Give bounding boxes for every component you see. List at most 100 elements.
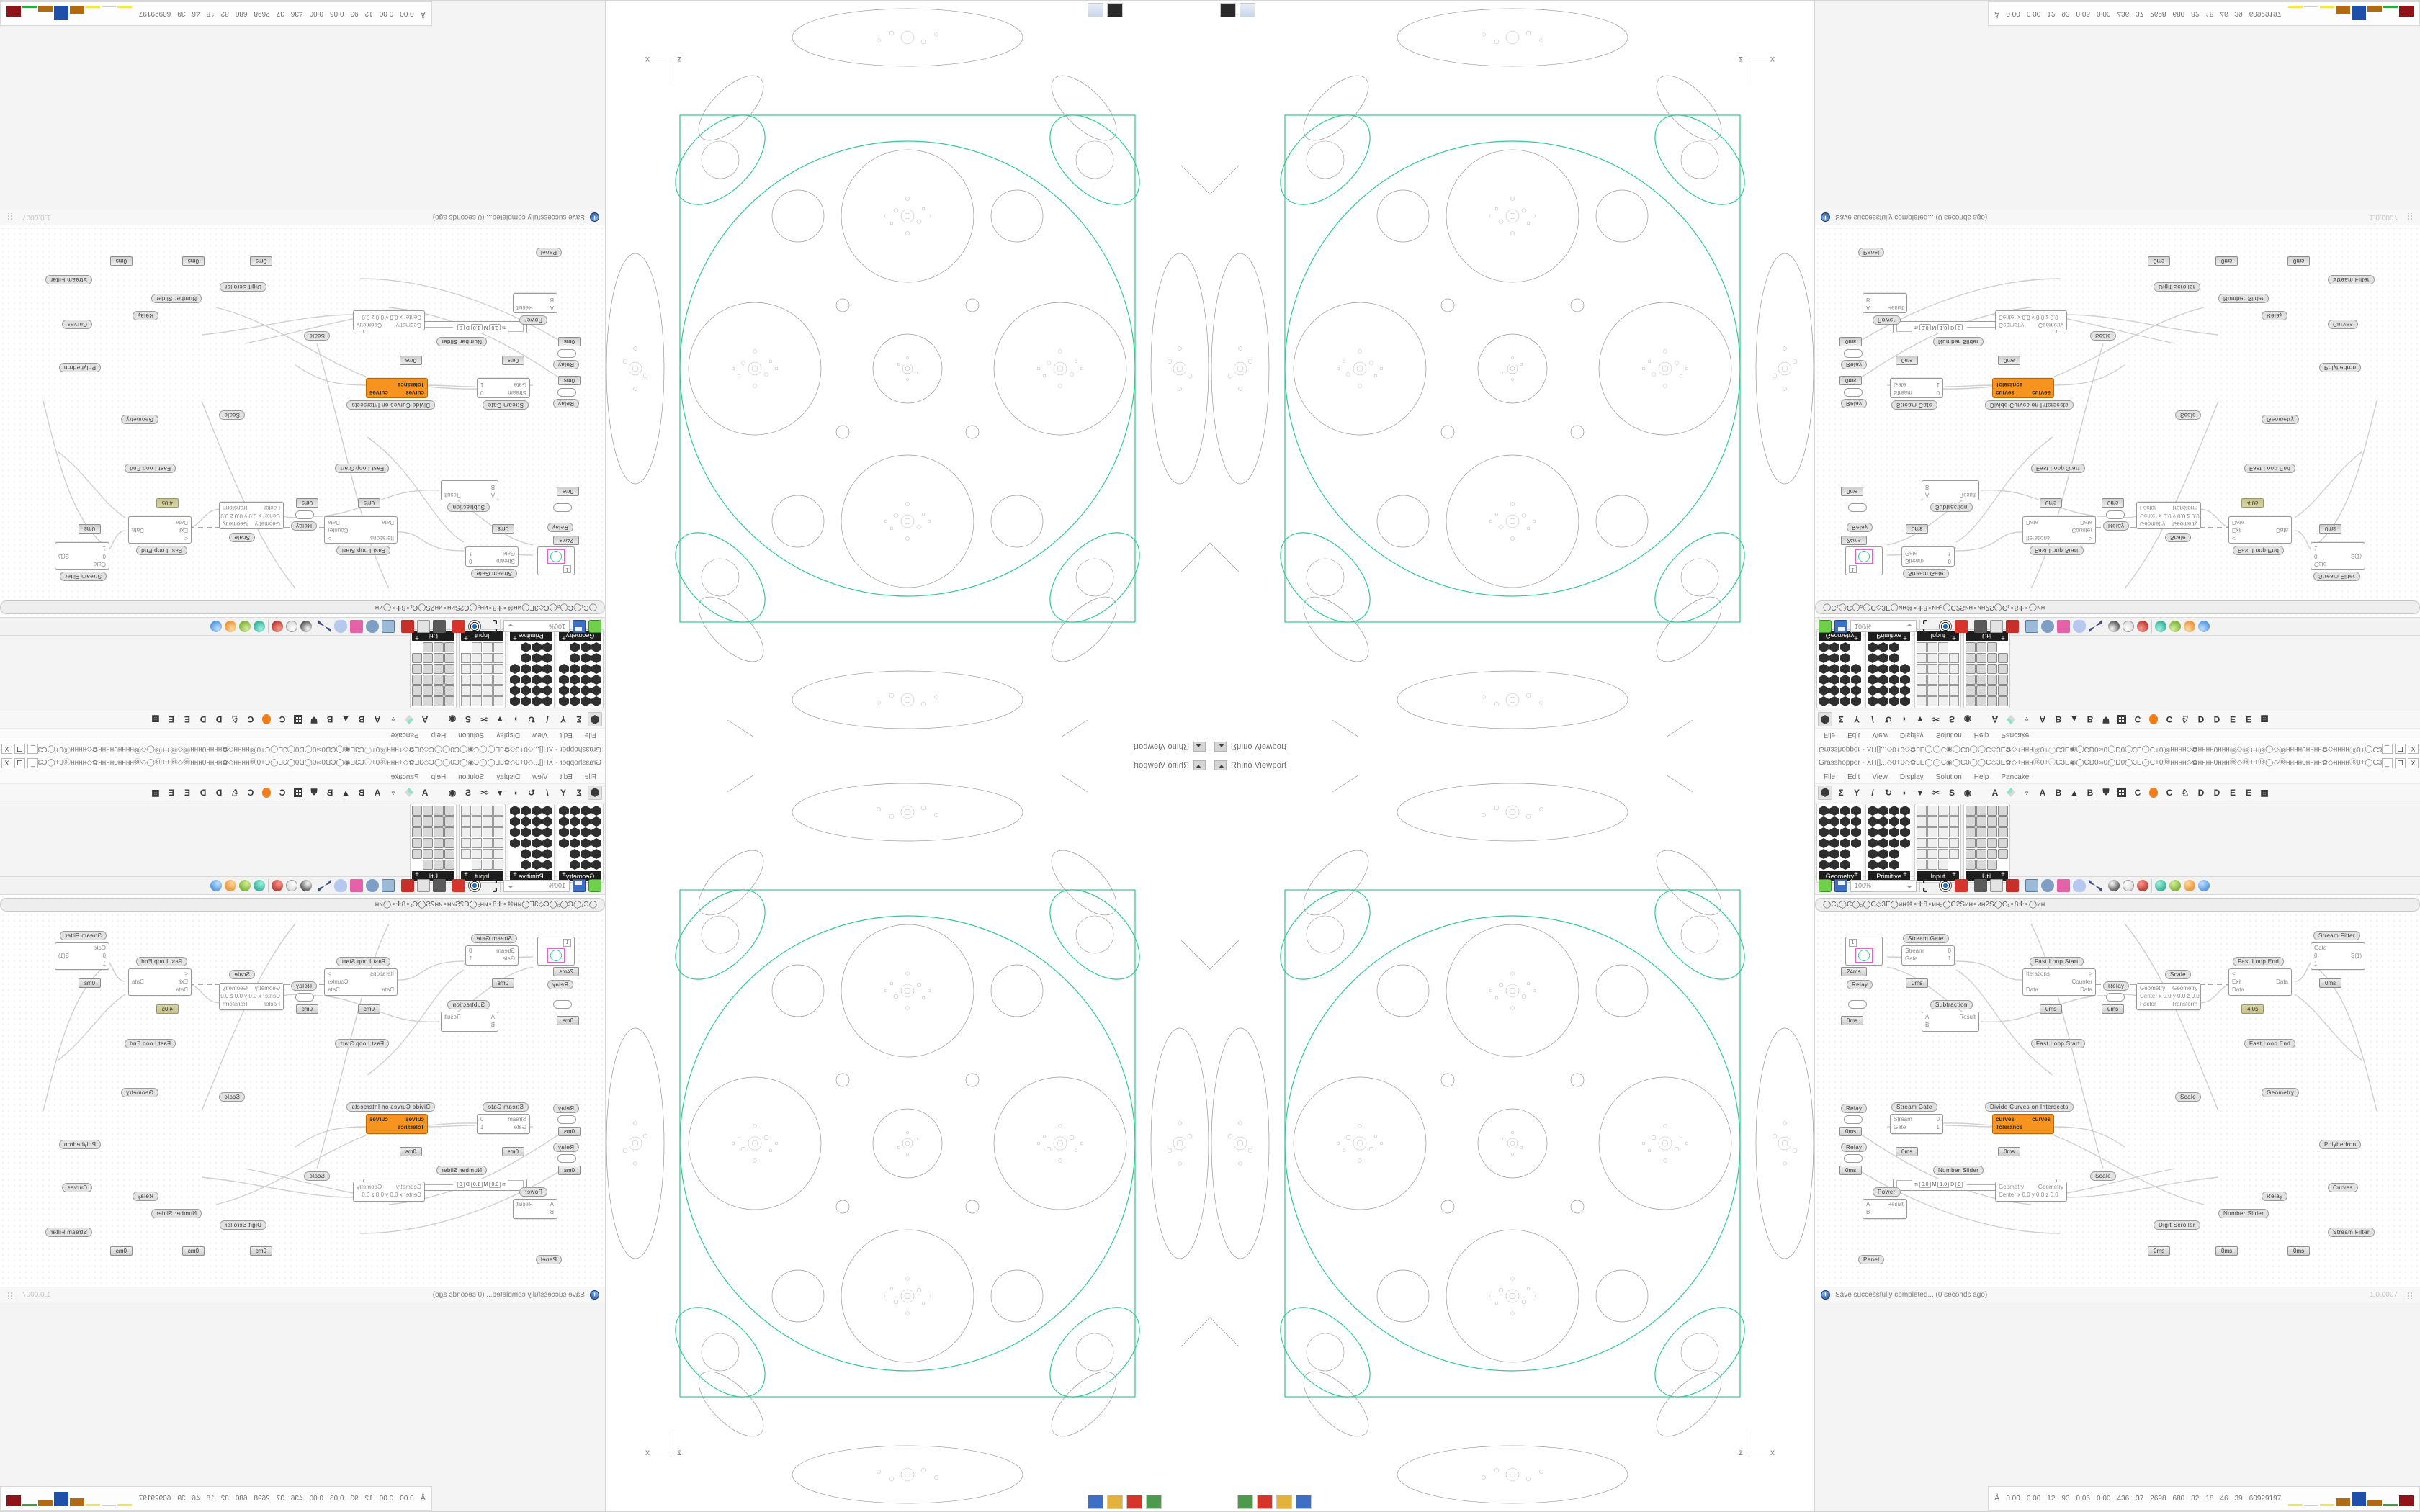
- palette-geometry[interactable]: Geometry: [557, 804, 604, 883]
- component-icon[interactable]: [1840, 860, 1850, 870]
- fast-loop-start-label[interactable]: Fast Loop Start: [2030, 957, 2084, 966]
- component-icon[interactable]: [472, 860, 482, 870]
- component-icon[interactable]: [1900, 806, 1910, 816]
- menu-display[interactable]: Display: [1899, 773, 1924, 781]
- port-0[interactable]: 0: [1936, 1116, 1940, 1122]
- fast-loop-start-label-2[interactable]: Fast Loop Start: [2031, 1039, 2085, 1048]
- component-icon[interactable]: [510, 675, 520, 685]
- at-sign-icon[interactable]: [1990, 879, 2003, 892]
- component-icon[interactable]: [1927, 642, 1937, 652]
- paint-preview-icon[interactable]: [1955, 620, 1968, 633]
- port-data-in[interactable]: Data: [2232, 986, 2244, 993]
- shade-red-icon[interactable]: [272, 880, 283, 891]
- port-geometry[interactable]: Geometry: [2140, 521, 2166, 527]
- relay-body-3[interactable]: [557, 1115, 576, 1124]
- component-icon[interactable]: [1878, 675, 1888, 685]
- component-icon[interactable]: [493, 696, 503, 706]
- component-icon[interactable]: [423, 816, 433, 827]
- digit-scroller-label[interactable]: Digit Scroller: [2154, 1220, 2200, 1230]
- ribbon-tab-c2[interactable]: C: [247, 714, 254, 725]
- port-0[interactable]: 0: [480, 390, 484, 396]
- component-icon[interactable]: [493, 849, 503, 859]
- stream-gate-node-1[interactable]: Stream 0 Gate 1: [465, 546, 519, 567]
- component-icon[interactable]: [1927, 849, 1937, 859]
- port-curves-in[interactable]: curves: [1996, 1116, 2015, 1122]
- port-transform[interactable]: Transform: [223, 505, 249, 512]
- component-icon[interactable]: [532, 642, 542, 652]
- component-icon[interactable]: [532, 653, 542, 663]
- port-geometry[interactable]: Geometry: [395, 1184, 421, 1190]
- mini-button-row-top[interactable]: [1088, 3, 1123, 17]
- minimize-button[interactable]: _: [27, 757, 38, 768]
- component-icon[interactable]: [423, 685, 433, 696]
- power-node[interactable]: A Result B: [513, 1199, 557, 1219]
- picture-button[interactable]: [1220, 3, 1236, 17]
- port-1[interactable]: 1: [1936, 382, 1940, 389]
- curves-label[interactable]: Curves: [2328, 1183, 2358, 1192]
- port-s1[interactable]: S(1): [58, 952, 70, 959]
- system-monitor-strip-mirror-tl[interactable]: Å 0.00 0.00 12 93 0.06 0.00 436 37 2698 …: [0, 1, 432, 26]
- ribbon-tab-maths[interactable]: Σ: [576, 714, 582, 725]
- menu-help[interactable]: Help: [1973, 773, 1989, 781]
- ribbon-tab-leaf[interactable]: [2004, 786, 2018, 800]
- power-label[interactable]: Power: [519, 1187, 547, 1197]
- component-icon[interactable]: [559, 838, 569, 848]
- component-icon[interactable]: [1878, 685, 1888, 696]
- port-data-in[interactable]: Data: [382, 986, 394, 993]
- component-icon[interactable]: [1819, 696, 1829, 706]
- component-icon[interactable]: [521, 653, 531, 663]
- relay-body-3[interactable]: [1844, 388, 1863, 397]
- ribbon-tab-surface[interactable]: ◗: [1901, 787, 1907, 798]
- mini-button-row-bottom-right[interactable]: [1237, 1495, 1312, 1509]
- component-icon[interactable]: [412, 827, 422, 837]
- component-icon[interactable]: [1949, 685, 1959, 696]
- open-file-icon[interactable]: [1819, 620, 1832, 633]
- ribbon-tab-e2[interactable]: E: [169, 714, 175, 725]
- component-icon[interactable]: [483, 664, 493, 674]
- component-icon[interactable]: [510, 838, 520, 848]
- component-icon[interactable]: [444, 860, 454, 870]
- ribbon-tab-c2[interactable]: C: [2166, 714, 2173, 725]
- component-icon[interactable]: [1917, 827, 1927, 837]
- ribbon-tab-params[interactable]: [588, 712, 602, 727]
- port-counter[interactable]: Counter: [2071, 978, 2092, 985]
- component-icon[interactable]: [412, 816, 422, 827]
- port-gt[interactable]: >: [328, 971, 331, 977]
- port-0[interactable]: 0: [1936, 390, 1940, 396]
- divide-curves-label[interactable]: Divide Curves on Intersects: [346, 1102, 435, 1112]
- component-icon[interactable]: [591, 696, 601, 706]
- ribbon-tab-strip[interactable]: Σ Y / ↻ ◗ ▼ ✂ S ◉ A ♆ A B ▲ B: [0, 784, 605, 801]
- component-icon[interactable]: [1840, 816, 1850, 827]
- menu-display[interactable]: Display: [496, 731, 521, 739]
- component-icon[interactable]: [461, 685, 471, 696]
- component-icon[interactable]: [412, 685, 422, 696]
- palette-tab-input[interactable]: Input: [461, 631, 503, 641]
- palette-tab-primitive[interactable]: Primitive: [510, 631, 552, 641]
- search-component-icon[interactable]: [366, 620, 379, 633]
- slider-min-value[interactable]: 0.0: [489, 324, 501, 330]
- shade-wire-icon[interactable]: [2123, 880, 2134, 891]
- port-factor[interactable]: Factor: [264, 505, 280, 512]
- port-tolerance[interactable]: Tolerance: [397, 382, 424, 389]
- lightbulb-icon[interactable]: [334, 879, 347, 892]
- port-0[interactable]: 0: [102, 553, 106, 560]
- stream-filter-node[interactable]: Gate 0 S(1) 1: [55, 942, 109, 971]
- ribbon-tab-mesh[interactable]: ▼: [1916, 714, 1924, 725]
- close-button[interactable]: X: [1, 757, 12, 768]
- component-icon[interactable]: [483, 642, 493, 652]
- port-geometry[interactable]: Geometry: [1999, 1184, 2025, 1190]
- component-icon[interactable]: [493, 685, 503, 696]
- component-icon[interactable]: [1868, 827, 1878, 837]
- palette-geometry-icons[interactable]: [1819, 642, 1861, 706]
- port-factor[interactable]: Factor: [2140, 505, 2156, 512]
- component-icon[interactable]: [1868, 860, 1878, 870]
- ribbon-tab-e2[interactable]: E: [2245, 787, 2251, 798]
- component-icon[interactable]: [444, 664, 454, 674]
- ribbon-tab-d1[interactable]: D: [2197, 787, 2205, 798]
- palette-primitive[interactable]: Primitive: [1865, 804, 1912, 883]
- component-icon[interactable]: [1966, 696, 1976, 706]
- component-icon[interactable]: [532, 664, 542, 674]
- stream-filter-label[interactable]: Stream Filter: [60, 931, 107, 940]
- component-icon[interactable]: [1966, 838, 1976, 848]
- viewport-dropdown-button[interactable]: [1193, 760, 1206, 770]
